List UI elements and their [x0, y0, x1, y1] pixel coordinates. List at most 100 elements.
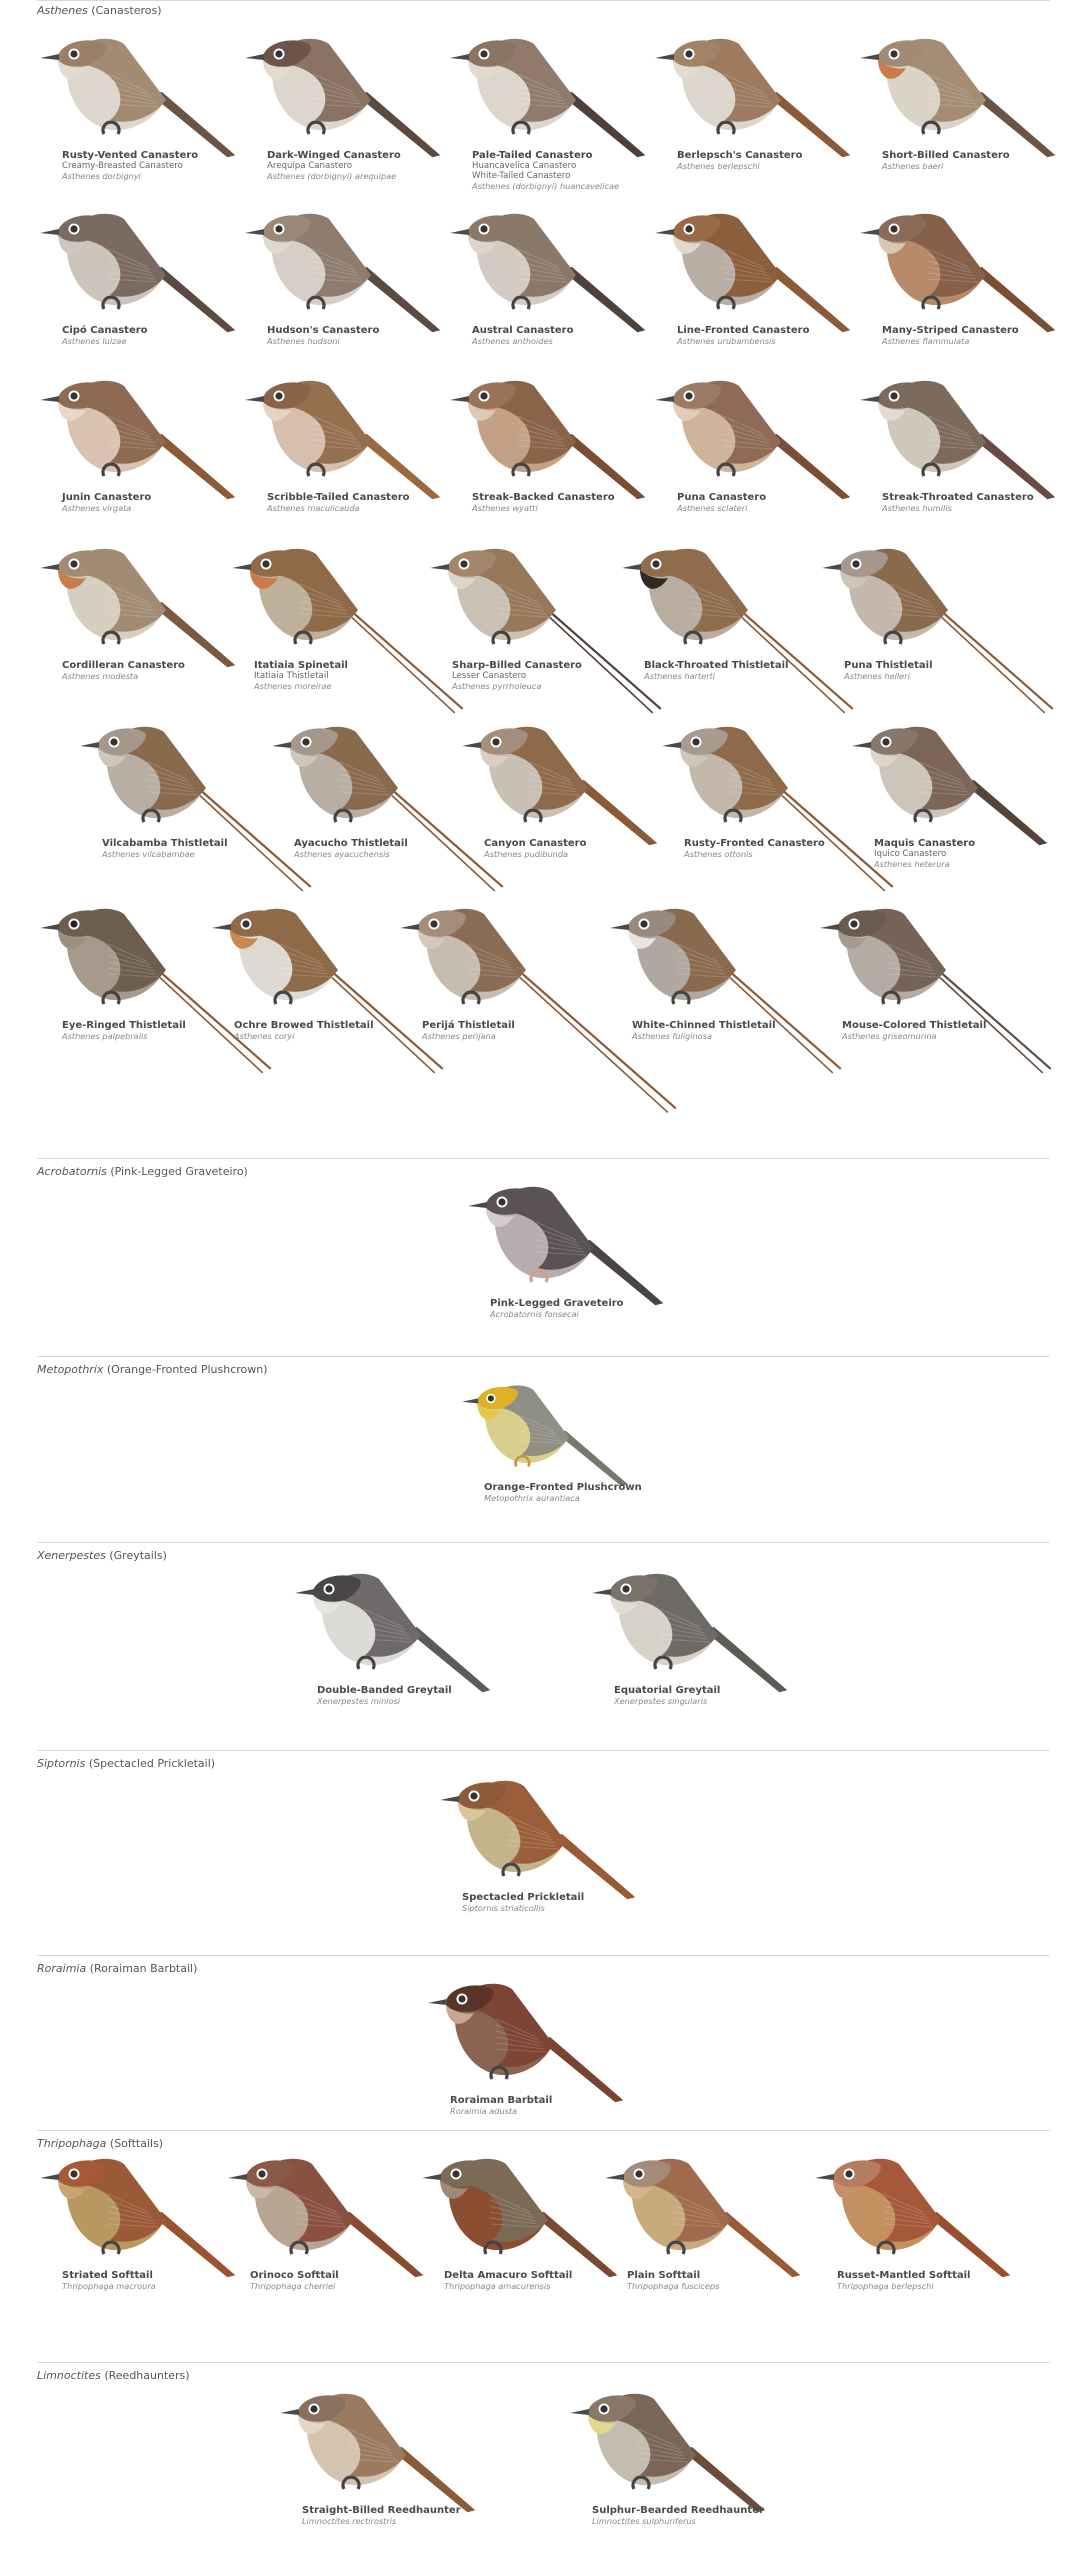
wing-stripe	[497, 589, 541, 606]
wing-stripe	[729, 791, 781, 796]
wing-stripe	[107, 103, 159, 108]
wing-stripe	[887, 967, 937, 975]
wing-stripe	[517, 73, 559, 93]
wing-stripe	[517, 421, 561, 438]
eye	[640, 920, 648, 928]
throat	[680, 748, 708, 767]
genus-name: Metopothrix	[37, 1363, 104, 1376]
bird-label: Vilcabamba Thistletail Asthenes vilcabamb…	[102, 838, 228, 859]
wing-stripe	[659, 1608, 701, 1628]
scientific-name: Asthenes hudsoni	[267, 336, 340, 346]
scientific-name: Metopothrix aurantiaca	[484, 1493, 580, 1503]
wing-stripe	[535, 1227, 579, 1244]
bird-label: Berlepsch's Canastero Asthenes berlepschi	[677, 150, 802, 171]
beak	[295, 1589, 314, 1595]
eye	[692, 738, 700, 746]
scientific-name: Asthenes sclateri	[677, 503, 748, 513]
wing-stripe	[147, 761, 189, 781]
tail	[390, 2447, 476, 2513]
tail-feather	[385, 789, 496, 892]
wing-stripe	[919, 779, 967, 790]
wing-stripe	[677, 955, 723, 969]
bird-label: Line-Fronted Canastero Asthenes urubamben…	[677, 325, 809, 346]
scientific-name: Asthenes pudibunda	[484, 849, 569, 859]
bird-illustration	[212, 908, 444, 1074]
wing-stripe	[339, 773, 385, 787]
wing-stripe	[362, 1614, 406, 1631]
wing-stripe	[517, 433, 565, 444]
bird-figure	[40, 908, 272, 1074]
tail-feather	[325, 971, 436, 1074]
eye	[600, 2405, 608, 2413]
eye	[635, 2170, 643, 2178]
beak	[400, 924, 419, 930]
throat	[448, 570, 476, 589]
wing-stripe	[507, 1827, 553, 1841]
beak	[592, 1589, 611, 1595]
bird-illustration	[610, 908, 842, 1074]
throat	[263, 60, 291, 79]
wing-stripe	[339, 767, 383, 784]
section-divider	[37, 1955, 1050, 1956]
leg	[631, 2475, 651, 2490]
common-name: Itatiaia Spinetail	[254, 660, 348, 671]
throat	[673, 235, 701, 254]
tail	[389, 787, 504, 888]
bird-illustration	[245, 380, 441, 500]
wing-stripe	[467, 973, 519, 978]
common-name: Puna Thistletail	[844, 660, 933, 671]
wing-stripe	[279, 973, 331, 978]
bird-figure	[400, 908, 677, 1114]
wing-stripe	[312, 415, 354, 435]
throat	[250, 570, 278, 589]
beak	[622, 564, 641, 570]
bird-illustration	[40, 38, 236, 158]
wing-stripe	[677, 949, 721, 966]
throat	[673, 402, 701, 421]
bird-illustration	[272, 726, 504, 892]
tail	[150, 434, 236, 500]
scientific-name: Xenerpestes minlosi	[317, 1696, 401, 1706]
wing-stripe	[467, 949, 511, 966]
scientific-name: Thripophaga cherriei	[250, 2281, 336, 2291]
wing-stripe	[299, 601, 347, 612]
wing-stripe	[107, 2199, 151, 2216]
wing-stripe	[882, 2193, 924, 2213]
bird-illustration	[232, 548, 464, 714]
eye	[890, 225, 898, 233]
eye	[890, 392, 898, 400]
head	[870, 728, 918, 755]
wing-stripe	[517, 79, 561, 96]
wing-stripe	[517, 103, 569, 108]
bird-label: Maquis Canastero Iquico Canastero Asthenes…	[874, 838, 975, 869]
leg	[333, 808, 353, 823]
wing-stripe	[927, 103, 979, 108]
wing-stripe	[279, 967, 329, 975]
bird-illustration	[80, 726, 312, 892]
tail	[355, 434, 441, 500]
wing-stripe	[312, 278, 364, 283]
alternate-name: Iquico Canastero	[874, 849, 947, 859]
alternate-name: Itatiaia Thistletail	[254, 671, 329, 681]
head	[250, 550, 298, 577]
tail	[329, 969, 444, 1070]
wing-stripe	[517, 97, 567, 105]
wing-stripe	[672, 2193, 714, 2213]
wing-stripe	[312, 85, 358, 99]
wing-stripe	[312, 433, 360, 444]
wing-stripe	[887, 973, 939, 978]
wing-stripe	[722, 254, 766, 271]
wing-stripe	[295, 2211, 343, 2222]
head	[246, 2160, 294, 2187]
tail	[765, 267, 851, 333]
wing-stripe	[722, 260, 768, 274]
wing-stripe	[107, 2211, 155, 2222]
throat	[878, 402, 906, 421]
beak	[605, 2174, 624, 2180]
eye	[70, 560, 78, 568]
wing-stripe	[927, 248, 969, 268]
wing-stripe	[107, 967, 157, 975]
scientific-name: Asthenes luizae	[62, 336, 127, 346]
wing-stripe	[927, 278, 979, 283]
scientific-name: Asthenes wyatti	[472, 503, 538, 513]
